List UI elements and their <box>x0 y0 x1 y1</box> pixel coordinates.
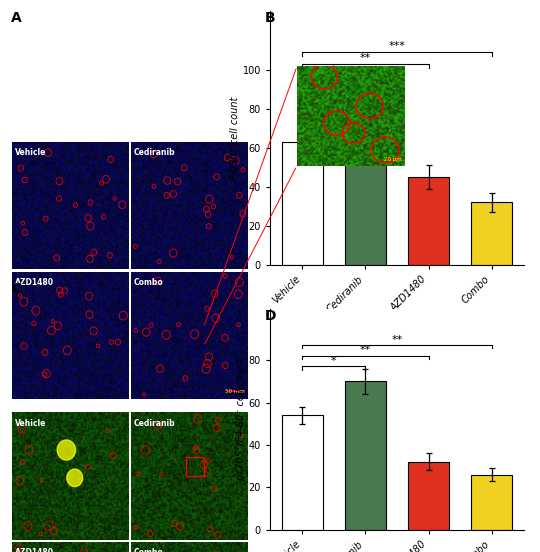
Bar <box>471 203 512 265</box>
Text: *: * <box>331 65 336 75</box>
Bar <box>408 462 449 530</box>
Bar <box>186 457 204 476</box>
Text: *: * <box>331 356 336 366</box>
Text: 20 μm: 20 μm <box>383 157 401 162</box>
Text: Cediranib: Cediranib <box>133 419 175 428</box>
Circle shape <box>67 469 83 486</box>
Text: C: C <box>11 282 21 295</box>
Bar <box>345 99 386 265</box>
Text: Vehicle: Vehicle <box>15 148 46 157</box>
Text: B: B <box>265 11 275 25</box>
Text: D: D <box>265 309 276 323</box>
Text: 50 mm: 50 mm <box>225 389 245 394</box>
Text: AZD1480: AZD1480 <box>15 278 54 287</box>
Circle shape <box>57 440 76 460</box>
Text: Cediranib: Cediranib <box>133 148 175 157</box>
Bar <box>281 142 322 265</box>
Bar <box>408 177 449 265</box>
Bar <box>281 415 322 530</box>
Text: **: ** <box>392 335 402 344</box>
Text: ***: *** <box>388 41 406 51</box>
Text: **: ** <box>360 53 371 63</box>
Bar <box>471 475 512 530</box>
Text: A: A <box>11 11 22 25</box>
Text: Vehicle: Vehicle <box>15 419 46 428</box>
Y-axis label: F4/80⁺ cell count: F4/80⁺ cell count <box>230 96 240 180</box>
Y-axis label: pY705⁺/F4-80⁺ cell count: pY705⁺/F4-80⁺ cell count <box>236 358 246 481</box>
Text: Combo: Combo <box>133 278 163 287</box>
Bar <box>345 381 386 530</box>
Text: Combo: Combo <box>133 549 163 552</box>
Text: **: ** <box>360 345 371 355</box>
Text: AZD1480: AZD1480 <box>15 549 54 552</box>
